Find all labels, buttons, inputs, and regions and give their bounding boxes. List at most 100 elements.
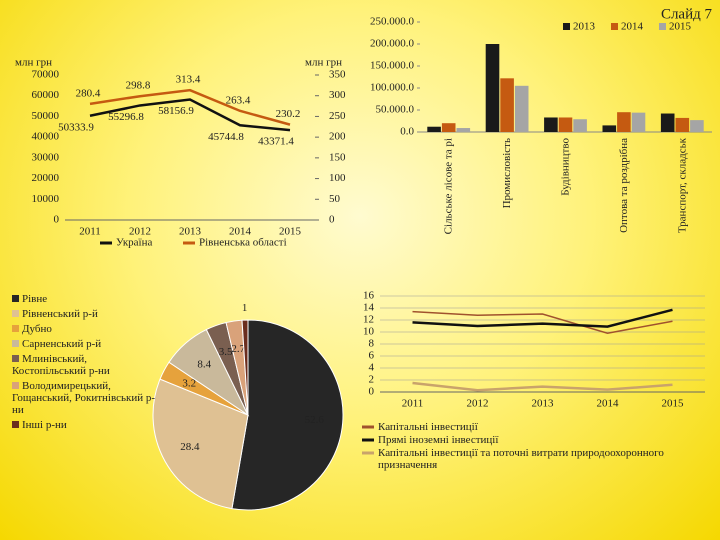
y-tick-label: 10 (363, 326, 375, 338)
bar (441, 123, 456, 132)
x-tick-label: 2013 (179, 226, 202, 238)
legend-label: Дубно (22, 323, 52, 335)
bar (485, 44, 500, 132)
legend-label: Капітальні інвестиції (378, 421, 478, 433)
bar (573, 119, 587, 132)
legend-swatch (12, 421, 19, 428)
y-tick-label: 30000 (32, 151, 60, 163)
y-tick-label: 0.0 (400, 126, 414, 138)
series-line (412, 381, 673, 392)
y-tick-label: 14 (363, 302, 375, 314)
y-tick-label: 0 (54, 214, 60, 226)
y2-tick-label: 50 (329, 193, 341, 205)
y2-tick-label: 150 (329, 151, 346, 163)
legend-label: Володимирецький, Гощанський, Рокитнівськ… (12, 380, 156, 416)
legend-entry: Млинівський, Костопільський р-ни (12, 353, 162, 377)
y2-tick-label: 300 (329, 89, 346, 101)
legend-label: Прямі іноземні інвестиції (378, 434, 499, 446)
y-tick-label: 8 (369, 338, 375, 350)
legend-swatch (563, 23, 570, 30)
y-tick-label: 60000 (32, 89, 60, 101)
data-label: 50333.9 (58, 121, 94, 133)
x-tick-label: Оптова та роздрібна (618, 138, 630, 233)
slide-label: Слайд 7 (661, 6, 713, 22)
data-label: 230.2 (276, 108, 301, 120)
legend-label: Сарненський р-й (22, 338, 102, 350)
bar (558, 117, 573, 132)
pie-slice (231, 319, 344, 511)
legend-entry: Інші р-ни (12, 419, 162, 431)
legend-swatch (12, 355, 19, 362)
data-label: 3.2 (182, 377, 196, 389)
x-tick-label: Сільське лісове та рі (443, 138, 455, 234)
bar (427, 126, 441, 132)
data-label: 3.5 (219, 346, 233, 358)
legend-entry: Сарненський р-й (12, 338, 162, 350)
y2-tick-label: 0 (329, 214, 335, 226)
y-tick-label: 50000 (32, 110, 60, 122)
legend-label: Рівне (22, 293, 48, 305)
data-label: 28.4 (180, 441, 200, 453)
data-label: 1 (242, 302, 248, 314)
y-tick-label: 6 (369, 350, 375, 362)
series-line (412, 310, 673, 334)
bar (500, 78, 514, 132)
data-label: 58156.9 (158, 105, 194, 117)
y-tick-label: 250.000.0 (370, 16, 415, 28)
y-tick-label: 150.000.0 (370, 60, 415, 72)
y-tick-label: 40000 (32, 131, 60, 143)
legend-label: 2015 (669, 21, 692, 33)
legend-label: Інші р-ни (22, 419, 67, 431)
pie-slice (152, 378, 249, 510)
y2-tick-label: 200 (329, 131, 346, 143)
y-tick-label: 10000 (32, 193, 60, 205)
data-label: 280.4 (76, 87, 101, 99)
data-label: 43371.4 (258, 136, 294, 148)
legend-entry: Рівне (12, 293, 162, 305)
bar (675, 117, 690, 132)
y-tick-label: 200.000.0 (370, 38, 415, 50)
legend-entry: Дубно (12, 323, 162, 335)
bar (617, 112, 631, 132)
bar (602, 125, 617, 132)
y-tick-label: 50.000.0 (376, 104, 415, 116)
y-tick-label: 0 (369, 386, 375, 398)
x-tick-label: Будівництво (560, 138, 572, 196)
x-tick-label: Транспорт, складськ (676, 137, 688, 233)
legend-label: 2013 (573, 21, 596, 33)
bar (690, 120, 704, 132)
bar (514, 85, 529, 132)
data-label: 298.8 (126, 80, 151, 92)
data-label: 263.4 (226, 94, 251, 106)
y2-tick-label: 350 (329, 69, 346, 81)
legend-label: Рівненський р-й (22, 308, 98, 320)
x-tick-label: 2011 (402, 398, 424, 410)
data-label: 313.4 (176, 74, 201, 86)
series-line (89, 88, 291, 126)
y-tick-label: 12 (363, 314, 374, 326)
legend-swatch (12, 382, 19, 389)
y-tick-label: 4 (369, 362, 375, 374)
y-label: млн грн (15, 57, 52, 69)
legend-entry: Рівненський р-й (12, 308, 162, 320)
y2-label: млн грн (305, 57, 342, 69)
x-tick-label: 2013 (532, 398, 555, 410)
legend-swatch (611, 23, 618, 30)
pie-slice (241, 319, 249, 416)
legend-label: Рівненська області (199, 237, 287, 249)
y2-tick-label: 100 (329, 172, 346, 184)
legend-swatch (659, 23, 666, 30)
legend-swatch (12, 325, 19, 332)
legend-label: Україна (116, 237, 152, 249)
y-tick-label: 100.000.0 (370, 82, 415, 94)
legend-swatch (12, 340, 19, 347)
x-tick-label: 2012 (129, 226, 151, 238)
x-tick-label: 2015 (662, 398, 685, 410)
data-label: 8.4 (197, 358, 211, 370)
data-label: 52.6 (305, 414, 325, 426)
legend-swatch (12, 295, 19, 302)
y-tick-label: 2 (369, 374, 375, 386)
legend-label: Капітальні інвестиції та поточні витрати… (378, 447, 664, 471)
